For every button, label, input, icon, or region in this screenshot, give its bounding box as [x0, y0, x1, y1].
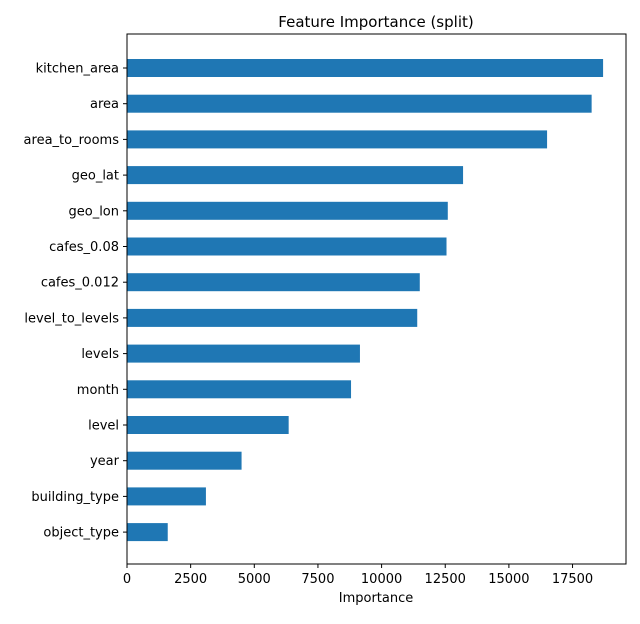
bar-level — [127, 416, 289, 434]
x-tick-label: 12500 — [425, 572, 466, 587]
y-tick-label: kitchen_area — [36, 62, 119, 77]
x-axis: 0 2500 5000 7500 10000 12500 15000 17500 — [123, 564, 593, 587]
x-tick-label: 15000 — [488, 572, 529, 587]
y-tick-label: level_to_levels — [24, 311, 119, 326]
y-tick-label: cafes_0.08 — [49, 240, 119, 255]
bars-layer — [127, 59, 604, 542]
bar-area_to_rooms — [127, 130, 548, 149]
x-tick-label: 5000 — [238, 572, 271, 587]
bar-level_to_levels — [127, 308, 418, 327]
x-tick-label: 17500 — [552, 572, 593, 587]
y-tick-label: year — [90, 454, 120, 469]
y-tick-label: geo_lon — [68, 204, 119, 219]
y-tick-label: building_type — [31, 490, 119, 505]
x-tick-label: 2500 — [174, 572, 207, 587]
y-tick-label: month — [77, 383, 119, 398]
x-tick-label: 10000 — [361, 572, 402, 587]
x-tick-label: 7500 — [301, 572, 334, 587]
x-axis-label: Importance — [339, 591, 414, 606]
plot-frame — [126, 33, 627, 565]
y-tick-label: level — [88, 419, 119, 434]
bar-geo_lon — [127, 201, 448, 220]
bar-year — [127, 451, 242, 470]
bar-levels — [127, 344, 360, 363]
bar-building_type — [127, 487, 206, 506]
y-tick-label: geo_lat — [72, 169, 119, 184]
y-tick-label: cafes_0.012 — [41, 276, 119, 291]
y-tick-label: area_to_rooms — [24, 133, 120, 148]
bar-cafes_0.012 — [127, 273, 420, 292]
bar-cafes_0.08 — [127, 237, 447, 256]
bar-kitchen_area — [127, 59, 604, 77]
bar-geo_lat — [127, 166, 464, 185]
bar-area — [127, 94, 592, 113]
y-tick-label: levels — [81, 347, 119, 362]
bar-month — [127, 380, 352, 399]
bar-object_type — [127, 523, 168, 542]
chart-title: Feature Importance (split) — [278, 13, 473, 31]
y-tick-label: area — [90, 97, 119, 112]
y-tick-label: object_type — [43, 526, 119, 541]
x-tick-label: 0 — [123, 572, 131, 587]
